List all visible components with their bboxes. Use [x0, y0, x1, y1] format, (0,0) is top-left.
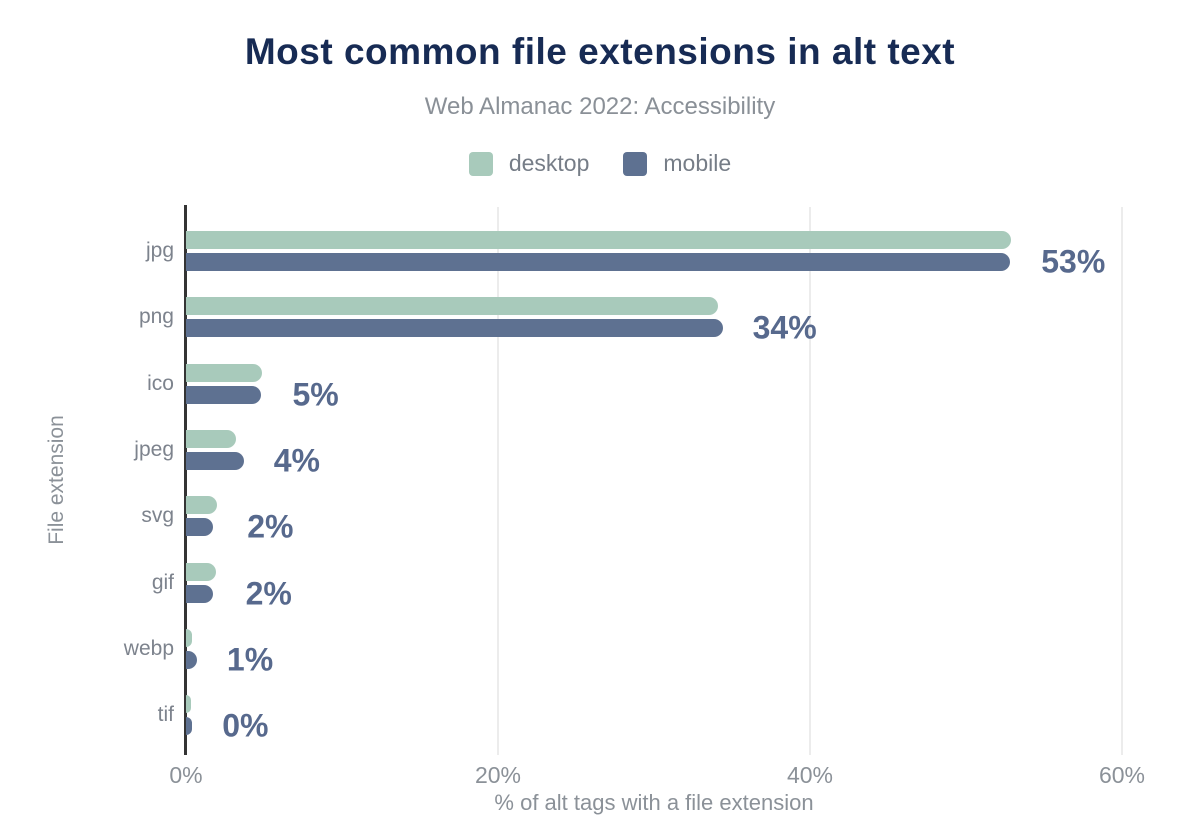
value-label-webp: 1% [226, 641, 274, 678]
plot-area: jpg 53% png 34% ico 5% jpeg 4% svg 2% gif 2% webp 1% t… [124, 205, 1123, 755]
gridline-20% [497, 207, 499, 755]
bar-mobile-tif [186, 717, 193, 736]
legend-item-mobile: mobile [623, 150, 731, 177]
value-label-gif: 2% [245, 575, 292, 611]
category-label-webp: webp [123, 636, 174, 660]
category-label-ico: ico [147, 371, 174, 395]
y-axis-title: File extension [45, 415, 68, 545]
bar-mobile-svg [186, 518, 213, 537]
value-label-ico: 5% [292, 376, 339, 413]
category-label-jpeg: jpeg [134, 437, 174, 461]
legend-label-desktop: desktop [508, 150, 590, 176]
category-label-gif: gif [151, 570, 174, 594]
bar-desktop-gif [186, 562, 216, 581]
bar-mobile-webp [186, 650, 197, 669]
bar-desktop-jpg [186, 231, 1012, 249]
value-label-jpeg: 4% [273, 442, 320, 479]
value-label-svg: 2% [247, 508, 294, 545]
x-axis-title: % of alt tags with a file extension [494, 790, 814, 815]
bar-mobile-ico [186, 385, 261, 404]
value-label-jpg: 53% [1041, 243, 1106, 280]
bar-desktop-webp [186, 628, 193, 647]
x-tick-60%: 60% [1098, 762, 1146, 788]
legend-item-desktop: desktop [468, 150, 590, 177]
chart-title: Most common file extensions in alt text [244, 31, 956, 72]
category-label-svg: svg [141, 504, 174, 528]
x-tick-40%: 40% [786, 762, 834, 788]
bar-mobile-jpg [186, 253, 1010, 271]
y-axis-line [184, 205, 187, 755]
desktop-swatch-icon [468, 151, 493, 176]
legend: desktop mobile [0, 150, 1200, 177]
bar-mobile-jpeg [186, 451, 244, 470]
bar-desktop-ico [186, 363, 263, 382]
legend-label-mobile: mobile [663, 150, 732, 176]
gridline-40% [809, 207, 811, 755]
bar-desktop-svg [186, 496, 218, 515]
chart-subtitle: Web Almanac 2022: Accessibility [424, 93, 776, 120]
value-label-png: 34% [752, 309, 817, 346]
gridline-60% [1121, 207, 1123, 755]
category-label-png: png [138, 305, 174, 329]
x-tick-0%: 0% [169, 762, 203, 788]
bar-mobile-gif [186, 584, 213, 603]
mobile-swatch-icon [623, 151, 648, 176]
bar-desktop-tif [186, 695, 191, 714]
value-label-tif: 0% [222, 707, 269, 744]
bar-desktop-jpeg [186, 429, 236, 448]
x-tick-20%: 20% [474, 762, 522, 788]
category-label-tif: tif [157, 703, 174, 727]
category-label-jpg: jpg [145, 239, 174, 262]
bar-desktop-png [186, 297, 718, 316]
bar-mobile-png [186, 319, 723, 338]
